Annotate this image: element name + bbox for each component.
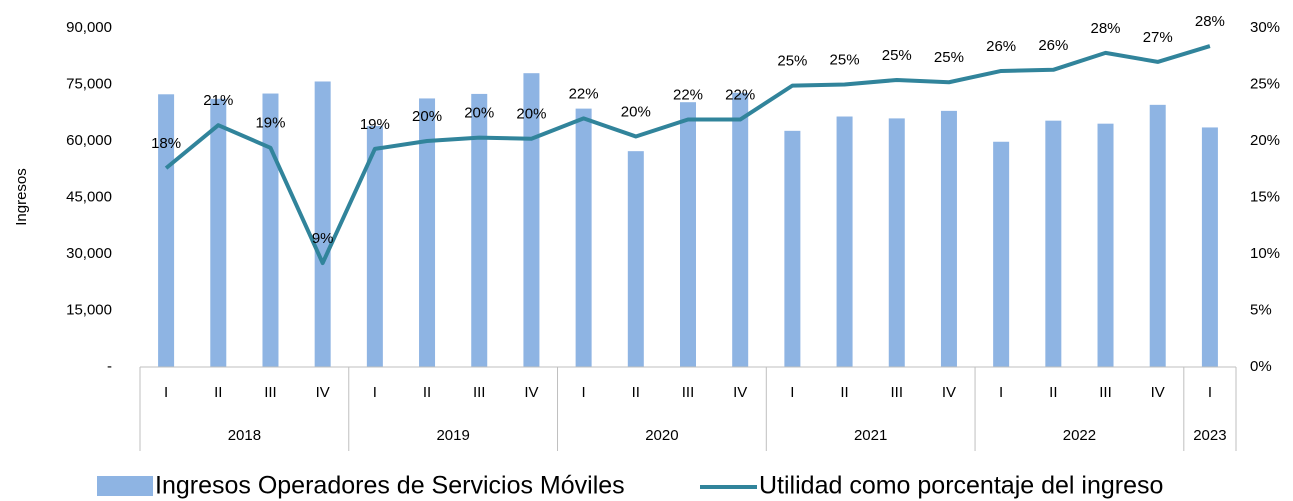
bar <box>784 130 801 367</box>
group-label: 2022 <box>1063 427 1096 444</box>
data-label: 19% <box>360 116 390 133</box>
x-tick-label: II <box>1049 384 1057 401</box>
x-tick-label: I <box>373 384 377 401</box>
data-label: 28% <box>1091 20 1121 37</box>
y2-tick-label: 25% <box>1250 75 1280 92</box>
bar <box>262 93 279 367</box>
bar <box>314 81 331 367</box>
data-label: 27% <box>1143 29 1173 46</box>
x-tick-label: I <box>582 384 586 401</box>
data-label: 26% <box>986 38 1016 55</box>
x-tick-label: II <box>632 384 640 401</box>
data-label: 22% <box>569 85 599 102</box>
data-label: 20% <box>464 105 494 122</box>
x-tick-label: III <box>264 384 277 401</box>
bar <box>523 73 540 367</box>
group-label: 2021 <box>854 427 887 444</box>
bar <box>210 98 227 368</box>
x-tick-label: IV <box>733 384 747 401</box>
legend-swatch <box>97 476 153 496</box>
x-tick-label: I <box>1208 384 1212 401</box>
y2-tick-label: 30% <box>1250 19 1280 36</box>
bar <box>940 110 957 367</box>
legend-label: Utilidad como porcentaje del ingreso <box>759 472 1163 500</box>
x-tick-label: III <box>1099 384 1112 401</box>
x-tick-label: II <box>423 384 431 401</box>
y-tick-label: 45,000 <box>66 188 112 205</box>
data-label: 20% <box>412 108 442 125</box>
data-label: 25% <box>830 51 860 68</box>
data-label: 21% <box>203 92 233 109</box>
y2-tick-label: 0% <box>1250 358 1272 375</box>
x-tick-label: IV <box>1151 384 1165 401</box>
data-label: 22% <box>673 86 703 103</box>
x-tick-label: II <box>214 384 222 401</box>
y-tick-label: 90,000 <box>66 19 112 36</box>
y-tick-label: 15,000 <box>66 301 112 318</box>
bar <box>419 98 436 367</box>
bar <box>366 125 383 367</box>
x-tick-label: I <box>999 384 1003 401</box>
line <box>164 44 1211 266</box>
data-label: 19% <box>255 115 285 132</box>
bar <box>1149 104 1166 367</box>
bar <box>471 93 488 368</box>
data-label: 22% <box>725 86 755 103</box>
x-tick-label: III <box>682 384 695 401</box>
y2-tick-label: 10% <box>1250 245 1280 262</box>
bar <box>993 141 1010 367</box>
bar <box>575 108 592 368</box>
bar <box>1201 127 1218 367</box>
data-label: 20% <box>516 106 546 123</box>
y-tick-label: 60,000 <box>66 132 112 149</box>
y-tick-label: 75,000 <box>66 75 112 92</box>
y-tick-label: 30,000 <box>66 245 112 262</box>
y2-tick-label: 15% <box>1250 188 1280 205</box>
group-label: 2023 <box>1193 427 1226 444</box>
data-label: 25% <box>882 47 912 64</box>
x-tick-label: IV <box>524 384 538 401</box>
bar <box>836 116 853 368</box>
bar <box>1097 123 1114 367</box>
x-tick-label: I <box>164 384 168 401</box>
group-label: 2020 <box>645 427 678 444</box>
bar <box>1045 120 1062 367</box>
y-axis-label: Ingresos <box>13 168 30 226</box>
x-tick-label: IV <box>942 384 956 401</box>
x-tick-label: II <box>840 384 848 401</box>
group-label: 2018 <box>228 427 261 444</box>
x-tick-label: III <box>473 384 486 401</box>
data-label: 28% <box>1195 13 1225 30</box>
data-label: 25% <box>934 49 964 66</box>
x-tick-label: I <box>790 384 794 401</box>
y2-tick-label: 5% <box>1250 301 1272 318</box>
y2-tick-label: 20% <box>1250 132 1280 149</box>
data-label: 18% <box>151 135 181 152</box>
legend-label: Ingresos Operadores de Servicios Móviles <box>155 472 625 500</box>
bar <box>627 151 644 367</box>
bar <box>680 102 696 367</box>
y-tick-label: - <box>107 358 112 375</box>
data-label: 20% <box>621 103 651 120</box>
data-label: 25% <box>777 53 807 70</box>
x-tick-label: IV <box>316 384 330 401</box>
group-label: 2019 <box>436 427 469 444</box>
data-label: 26% <box>1038 37 1068 54</box>
bar <box>888 118 905 368</box>
data-label: 9% <box>312 230 334 247</box>
bar <box>732 92 749 367</box>
x-tick-label: III <box>891 384 904 401</box>
